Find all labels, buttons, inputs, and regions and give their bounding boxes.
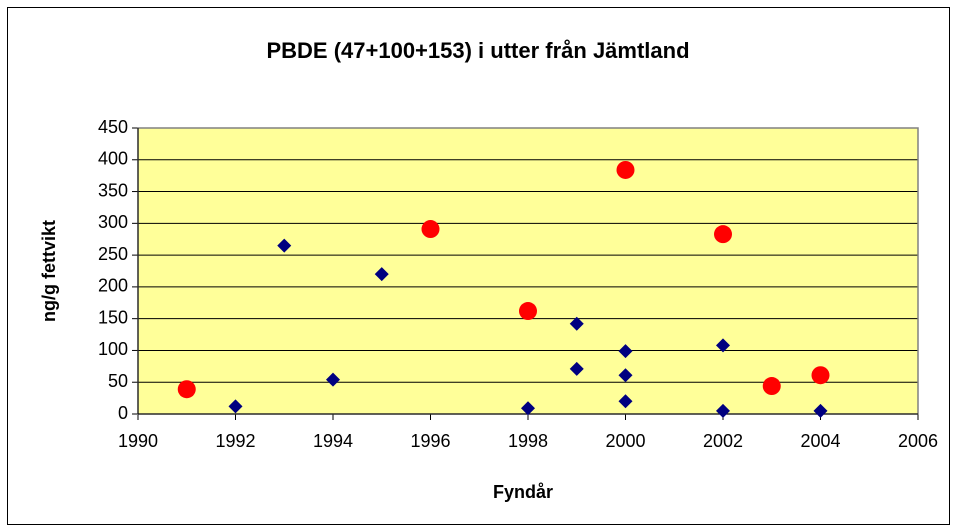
x-tick-label: 1992 xyxy=(215,431,255,451)
point xyxy=(228,399,243,414)
y-axis-title: ng/g fettvikt xyxy=(39,220,59,322)
point xyxy=(326,372,340,387)
x-tick-label: 1998 xyxy=(508,431,548,451)
y-tick-label: 350 xyxy=(98,180,128,200)
y-tick-label: 200 xyxy=(98,276,128,296)
x-tick-label: 1994 xyxy=(313,431,353,451)
point xyxy=(569,316,584,331)
point xyxy=(762,377,781,396)
point xyxy=(374,267,389,282)
y-tick-label: 450 xyxy=(98,117,128,137)
point xyxy=(618,344,633,359)
point xyxy=(811,366,830,385)
y-tick-label: 250 xyxy=(98,244,128,264)
point xyxy=(519,302,537,321)
point xyxy=(521,401,535,416)
point xyxy=(277,238,292,253)
plot-area xyxy=(138,128,918,414)
point xyxy=(569,361,584,376)
x-tick-label: 1990 xyxy=(118,431,158,451)
point xyxy=(716,338,730,353)
point xyxy=(813,403,828,418)
point xyxy=(421,220,440,239)
point xyxy=(714,225,732,244)
point xyxy=(618,394,633,409)
x-tick-label: 2000 xyxy=(605,431,645,451)
point xyxy=(716,403,730,418)
y-tick-label: 0 xyxy=(118,403,128,423)
point xyxy=(177,380,196,399)
x-tick-label: 2006 xyxy=(898,431,938,451)
x-tick-label: 1996 xyxy=(410,431,450,451)
chart-title: PBDE (47+100+153) i utter från Jämtland xyxy=(266,38,689,63)
point xyxy=(618,368,633,383)
x-tick-label: 2002 xyxy=(703,431,743,451)
y-tick-label: 150 xyxy=(98,307,128,327)
point xyxy=(616,160,635,179)
x-axis-title: Fyndår xyxy=(493,482,553,502)
y-tick-label: 100 xyxy=(98,339,128,359)
x-tick-label: 2004 xyxy=(800,431,840,451)
y-tick-label: 400 xyxy=(98,149,128,169)
y-tick-label: 300 xyxy=(98,212,128,232)
y-tick-label: 50 xyxy=(108,371,128,391)
